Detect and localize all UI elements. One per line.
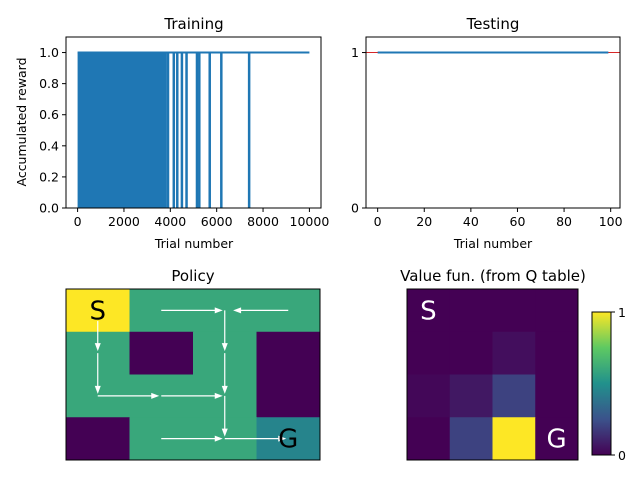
training-marks — [77, 51, 310, 208]
training-x-tick-label: 10000 — [290, 214, 330, 229]
value-axes-frame — [406, 288, 579, 461]
value-cell — [407, 374, 451, 418]
policy-arrows — [94, 307, 289, 442]
testing-x-tick-label: 80 — [556, 214, 572, 229]
training-panel: Training 0 2000 4000 6000 8000 10000 0.00.20.… — [14, 15, 329, 251]
value-panel: Value fun. (from Q table) SG 1 0 — [400, 267, 626, 463]
value-cell — [492, 289, 536, 333]
testing-x-tick-label: 100 — [599, 214, 623, 229]
training-y-tick-label: 0.2 — [39, 169, 59, 184]
value-title: Value fun. (from Q table) — [400, 267, 586, 285]
value-cell — [449, 374, 493, 418]
policy-cell — [129, 331, 194, 375]
training-dense-oscillation — [77, 52, 167, 208]
training-y-tick-label: 0.0 — [39, 201, 59, 216]
policy-arrow-head — [278, 435, 287, 442]
training-x-ticks: 0 2000 4000 6000 8000 10000 — [74, 208, 330, 229]
value-cell — [449, 331, 493, 375]
training-y-tick-label: 0.4 — [39, 138, 59, 153]
testing-y-tick-label: 0 — [351, 201, 359, 216]
value-labels: SG — [420, 296, 567, 454]
policy-cell-label: G — [278, 425, 298, 455]
testing-title: Testing — [466, 15, 520, 33]
policy-arrow-head — [221, 385, 228, 394]
training-axes-frame — [65, 36, 322, 209]
testing-y-tick-label: 1 — [351, 45, 359, 60]
policy-cell — [256, 374, 321, 418]
training-y-ticks: 0.0 0.2 0.4 0.6 0.8 1.0 — [39, 45, 66, 216]
training-x-tick-label: 6000 — [201, 214, 233, 229]
value-cell — [449, 289, 493, 333]
value-cell — [535, 374, 579, 418]
colorbar — [591, 311, 612, 456]
policy-cell — [256, 331, 321, 375]
testing-x-tick-label: 40 — [463, 214, 479, 229]
value-cell — [535, 289, 579, 333]
value-cell — [407, 289, 451, 333]
policy-cell — [66, 417, 130, 461]
training-y-tick-label: 1.0 — [39, 45, 59, 60]
value-cell — [407, 331, 451, 375]
colorbar-label-max: 1 — [618, 305, 626, 320]
policy-arrow-head — [214, 435, 223, 442]
policy-arrow-head — [233, 307, 242, 314]
policy-arrow-head — [94, 385, 101, 394]
value-cell-label: S — [420, 296, 437, 326]
training-title: Training — [163, 15, 223, 33]
policy-arrow-head — [151, 392, 160, 399]
training-xlabel: Trial number — [154, 236, 234, 251]
testing-x-ticks: 0 20 40 60 80 100 — [374, 208, 623, 229]
testing-y-ticks: 01 — [351, 45, 366, 216]
policy-labels: SG — [89, 296, 298, 454]
testing-x-tick-label: 20 — [416, 214, 432, 229]
testing-x-tick-label: 0 — [374, 214, 382, 229]
policy-panel: Policy SG — [65, 267, 321, 461]
testing-axes-frame — [365, 36, 621, 209]
testing-x-tick-label: 60 — [510, 214, 526, 229]
value-cell — [535, 331, 579, 375]
policy-arrow-head — [221, 343, 228, 352]
policy-title: Policy — [171, 267, 214, 285]
training-y-tick-label: 0.8 — [39, 76, 59, 91]
training-x-tick-label: 0 — [74, 214, 82, 229]
testing-panel: Testing 0 20 40 60 80 100 01 Trial number — [351, 15, 623, 251]
value-cell — [407, 417, 451, 461]
colorbar-label-min: 0 — [618, 448, 626, 463]
policy-arrow-head — [221, 428, 228, 437]
value-cell — [492, 374, 536, 418]
policy-arrow-head — [94, 343, 101, 352]
policy-cell-label: S — [89, 296, 106, 326]
value-cells — [407, 289, 579, 461]
value-cell — [449, 417, 493, 461]
value-cell — [492, 331, 536, 375]
policy-arrow-head — [214, 392, 223, 399]
training-x-tick-label: 8000 — [247, 214, 279, 229]
value-cell — [492, 417, 536, 461]
value-cell — [535, 417, 579, 461]
policy-arrow-head — [214, 307, 223, 314]
training-x-tick-label: 4000 — [154, 214, 186, 229]
training-x-tick-label: 2000 — [108, 214, 140, 229]
training-ylabel: Accumulated reward — [14, 57, 29, 186]
testing-xlabel: Trial number — [453, 236, 533, 251]
training-y-tick-label: 0.6 — [39, 107, 59, 122]
value-cell-label: G — [547, 425, 567, 455]
policy-axes-frame — [65, 288, 321, 461]
